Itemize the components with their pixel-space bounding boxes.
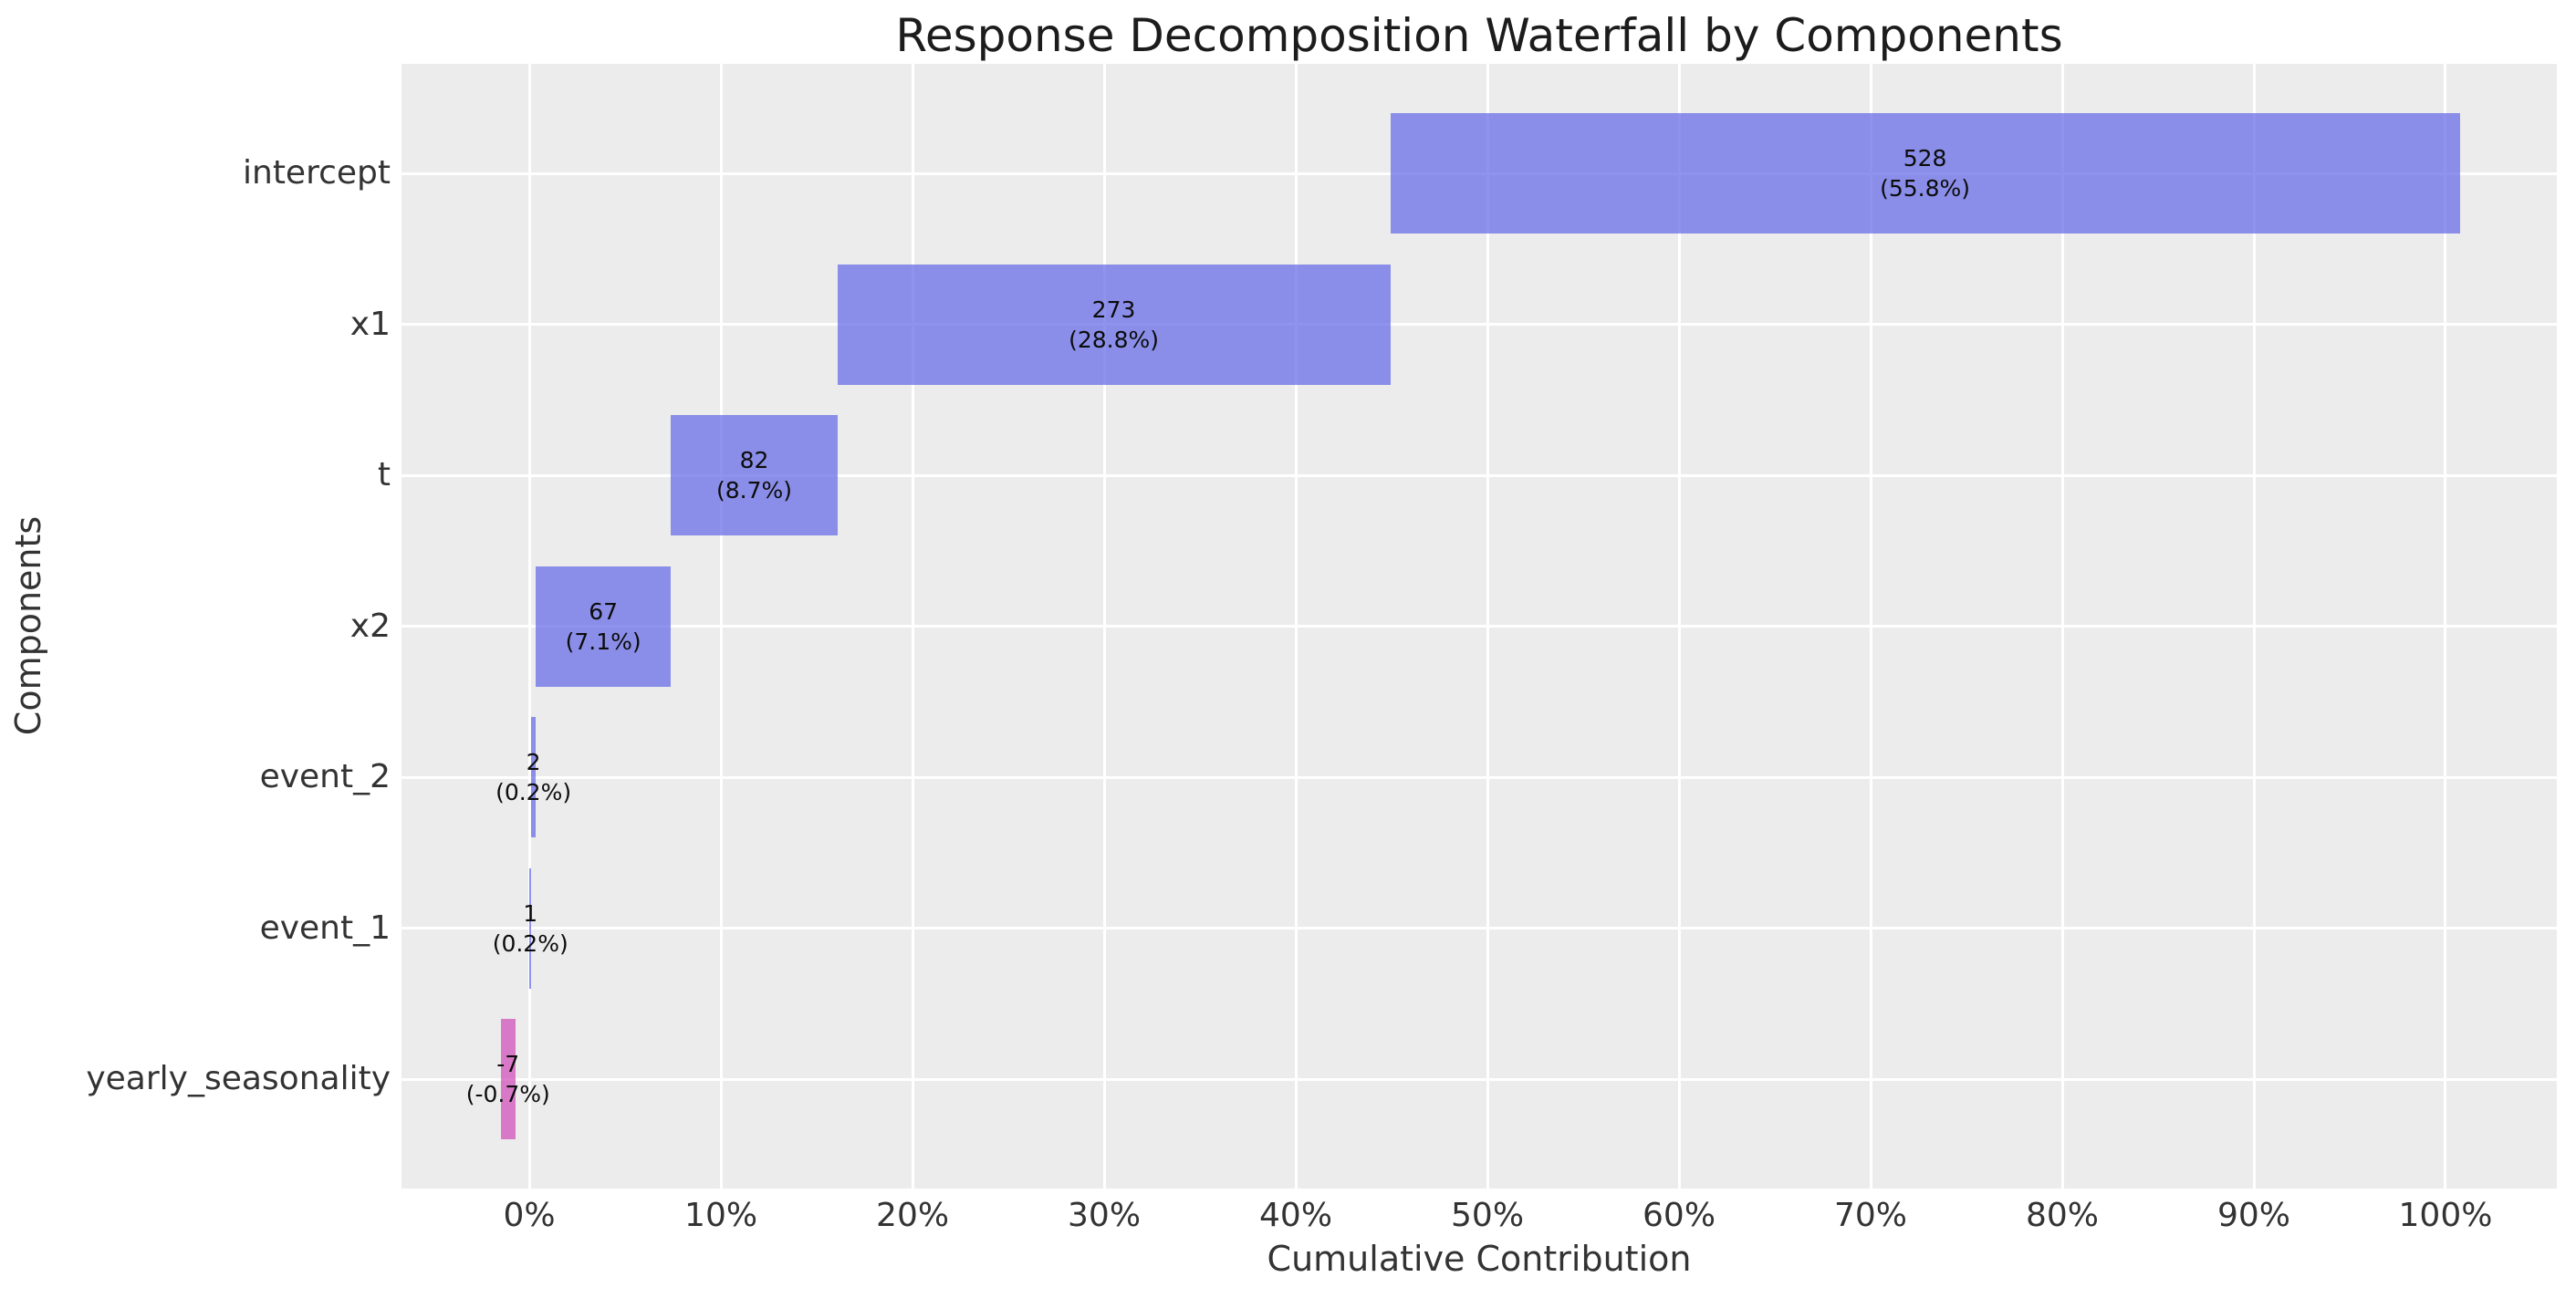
y-tick-yearly_seasonality: yearly_seasonality: [86, 1060, 391, 1097]
x-tick-20%: 20%: [876, 1197, 950, 1234]
y-tick-intercept: intercept: [243, 154, 391, 192]
x-tick-70%: 70%: [1833, 1197, 1908, 1234]
bar-label-x2: 67 (7.1%): [566, 597, 641, 657]
x-tick-80%: 80%: [2025, 1197, 2100, 1234]
y-tick-x1: x1: [349, 305, 391, 343]
bar-percent: (0.2%): [492, 929, 568, 957]
bar-label-event_2: 2 (0.2%): [495, 747, 571, 807]
bar-percent: (-0.7%): [465, 1081, 550, 1107]
bar-label-x1: 273 (28.8%): [1069, 295, 1159, 355]
plot-area: 528 (55.8%) 273 (28.8%) 82 (8.7%) 67 (7.1%) 2 (0.…: [402, 64, 2557, 1189]
bar-event_1: [529, 867, 532, 989]
x-tick-30%: 30%: [1068, 1197, 1142, 1234]
gridline-horizontal: [402, 323, 2557, 326]
y-tick-x2: x2: [349, 607, 391, 645]
x-axis-label: Cumulative Contribution: [1267, 1239, 1692, 1279]
gridline-horizontal: [402, 473, 2557, 477]
y-tick-event_2: event_2: [259, 758, 391, 795]
bar-x2: [535, 566, 672, 687]
x-tick-60%: 60%: [1643, 1197, 1716, 1234]
y-tick-event_1: event_1: [259, 909, 391, 947]
bar-value: -7: [496, 1051, 520, 1077]
bar-percent: (0.2%): [495, 779, 572, 805]
bar-value: 273: [1091, 296, 1136, 323]
gridline-horizontal: [402, 927, 2557, 929]
y-tick-t: t: [377, 456, 391, 493]
bar-percent: (8.7%): [715, 477, 792, 504]
bar-x1: [837, 264, 1391, 385]
x-tick-0%: 0%: [503, 1197, 556, 1234]
bar-event_2: [531, 717, 536, 837]
bar-intercept: [1390, 113, 2460, 234]
bar-value: 2: [526, 749, 541, 775]
bar-percent: (55.8%): [1880, 175, 1971, 202]
x-tick-100%: 100%: [2398, 1197, 2493, 1234]
bar-label-t: 82 (8.7%): [716, 445, 792, 505]
x-tick-10%: 10%: [684, 1197, 758, 1234]
x-tick-40%: 40%: [1259, 1197, 1333, 1234]
chart-title: Response Decomposition Waterfall by Comp…: [895, 9, 2063, 62]
bar-percent: (7.1%): [565, 628, 641, 655]
bar-label-intercept: 528 (55.8%): [1880, 143, 1970, 203]
bar-t: [671, 415, 838, 535]
bar-value: 82: [739, 447, 769, 473]
bar-value: 1: [523, 899, 538, 927]
bar-value: 67: [589, 597, 619, 625]
bar-yearly_seasonality: [500, 1019, 516, 1139]
bar-label-yearly_seasonality: -7 (-0.7%): [466, 1049, 550, 1109]
gridline-horizontal: [402, 775, 2557, 779]
bar-label-event_1: 1 (0.2%): [493, 898, 568, 959]
gridline-horizontal: [402, 625, 2557, 628]
x-tick-50%: 50%: [1451, 1197, 1525, 1234]
bar-value: 528: [1903, 145, 1947, 171]
bar-percent: (28.8%): [1069, 326, 1159, 353]
x-tick-90%: 90%: [2216, 1197, 2291, 1234]
gridline-horizontal: [402, 1077, 2557, 1081]
